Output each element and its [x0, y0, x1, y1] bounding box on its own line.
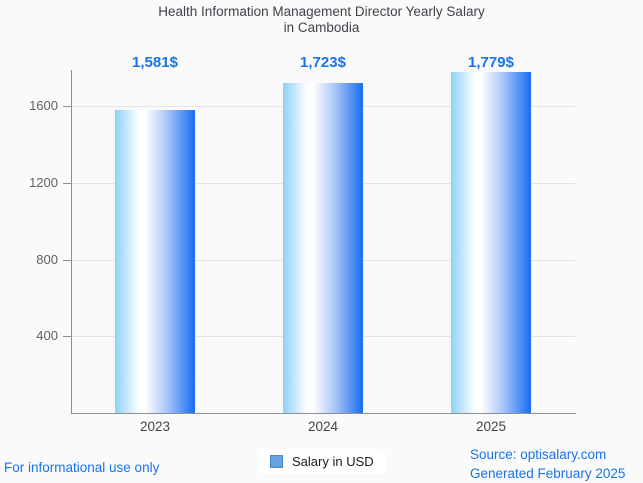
y-tick-mark [63, 183, 71, 185]
legend-swatch-icon [270, 455, 283, 468]
chart-title: Health Information Management Director Y… [0, 4, 643, 36]
chart-title-line1: Health Information Management Director Y… [158, 4, 485, 19]
bar [115, 110, 195, 413]
chart-title-line2: in Cambodia [283, 20, 360, 35]
chart-legend: Salary in USD [259, 449, 385, 474]
source-text: Source: optisalary.com [470, 447, 607, 462]
bar [283, 82, 363, 413]
y-tick-label: 1600 [29, 98, 58, 114]
bar-value-label: 1,779$ [468, 54, 514, 71]
bar-value-label: 1,581$ [132, 54, 178, 71]
x-tick-label: 2023 [139, 419, 171, 434]
y-tick-label: 400 [36, 328, 58, 344]
y-tick-label: 1200 [29, 175, 58, 191]
x-tick-label: 2024 [307, 419, 339, 434]
x-axis-line [71, 413, 576, 414]
x-tick-label: 2025 [475, 419, 507, 434]
legend-label: Salary in USD [292, 454, 374, 469]
generated-text: Generated February 2025 [470, 466, 626, 481]
source-block: Source: optisalary.com Generated Februar… [470, 445, 625, 483]
y-tick-mark [63, 259, 71, 261]
disclaimer-text: For informational use only [4, 460, 160, 475]
y-tick-mark [63, 336, 71, 338]
y-axis-line [71, 70, 72, 413]
bar [451, 72, 531, 413]
bar-value-label: 1,723$ [300, 54, 346, 71]
y-tick-label: 800 [36, 251, 58, 267]
y-tick-mark [63, 106, 71, 108]
